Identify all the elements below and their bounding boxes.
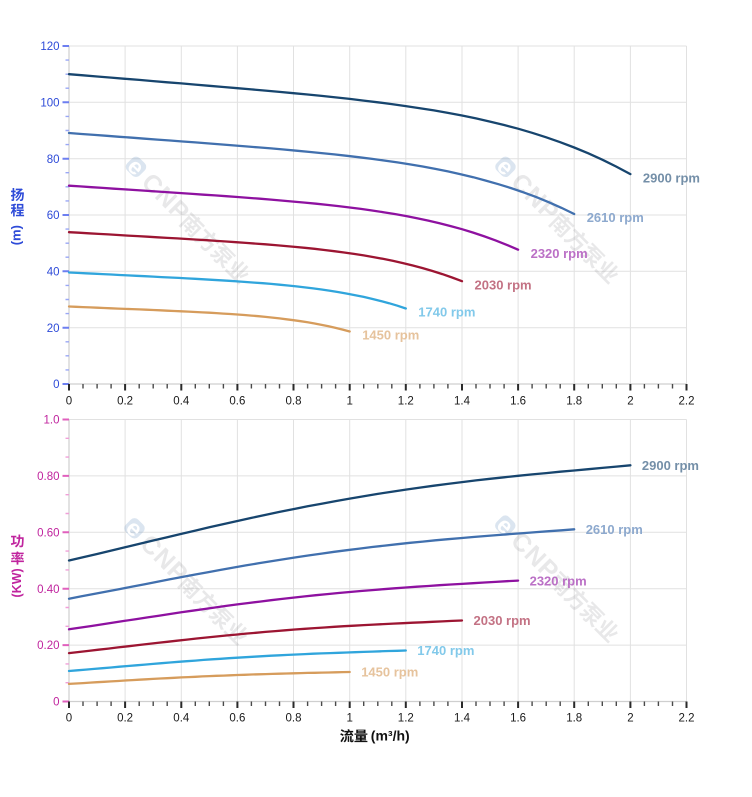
svg-text:60: 60 <box>47 210 60 222</box>
svg-text:0.8: 0.8 <box>286 395 302 407</box>
svg-text:1.2: 1.2 <box>398 395 414 407</box>
svg-text:0.4: 0.4 <box>173 713 190 725</box>
svg-text:0.4: 0.4 <box>173 395 190 407</box>
svg-text:1740 rpm: 1740 rpm <box>417 643 474 658</box>
svg-text:2610 rpm: 2610 rpm <box>587 210 644 225</box>
svg-text:0.80: 0.80 <box>37 471 59 483</box>
svg-text:1740 rpm: 1740 rpm <box>418 305 475 320</box>
svg-text:1.6: 1.6 <box>510 395 526 407</box>
svg-text:1.4: 1.4 <box>454 395 471 407</box>
svg-text:20: 20 <box>47 323 60 335</box>
svg-text:1450 rpm: 1450 rpm <box>362 328 419 343</box>
svg-text:2320 rpm: 2320 rpm <box>530 573 587 588</box>
svg-text:2030 rpm: 2030 rpm <box>475 277 532 292</box>
svg-text:0: 0 <box>53 697 59 709</box>
svg-text:1: 1 <box>346 713 352 725</box>
svg-text:0.20: 0.20 <box>37 640 59 652</box>
svg-text:(KW): (KW) <box>10 568 24 597</box>
svg-text:120: 120 <box>40 41 59 53</box>
svg-text:2610 rpm: 2610 rpm <box>586 522 643 537</box>
svg-text:(m): (m) <box>8 225 23 245</box>
svg-text:100: 100 <box>40 97 59 109</box>
svg-text:2030 rpm: 2030 rpm <box>474 613 531 628</box>
svg-text:0.8: 0.8 <box>286 713 302 725</box>
svg-text:0.60: 0.60 <box>37 527 59 539</box>
svg-text:2.2: 2.2 <box>679 713 695 725</box>
svg-text:1.6: 1.6 <box>510 713 526 725</box>
svg-text:40: 40 <box>47 266 60 278</box>
svg-text:0: 0 <box>66 713 72 725</box>
svg-text:1.4: 1.4 <box>454 713 471 725</box>
svg-text:1.8: 1.8 <box>566 395 582 407</box>
svg-text:2: 2 <box>627 713 633 725</box>
svg-text:2900 rpm: 2900 rpm <box>643 170 700 185</box>
svg-text:0: 0 <box>66 395 72 407</box>
svg-text:80: 80 <box>47 154 60 166</box>
svg-text:1450 rpm: 1450 rpm <box>361 665 418 680</box>
svg-text:2900 rpm: 2900 rpm <box>642 458 699 473</box>
svg-text:0.2: 0.2 <box>117 713 133 725</box>
svg-text:1.2: 1.2 <box>398 713 414 725</box>
svg-text:2320 rpm: 2320 rpm <box>531 246 588 261</box>
svg-text:2: 2 <box>627 395 633 407</box>
svg-text:(m³/h): (m³/h) <box>371 727 410 743</box>
svg-text:0: 0 <box>53 379 59 391</box>
svg-text:1: 1 <box>346 395 352 407</box>
svg-text:1.0: 1.0 <box>44 415 60 427</box>
svg-text:0.6: 0.6 <box>229 713 245 725</box>
svg-text:2.2: 2.2 <box>679 395 695 407</box>
svg-text:1.8: 1.8 <box>566 713 582 725</box>
svg-text:0.40: 0.40 <box>37 584 59 596</box>
svg-text:0.6: 0.6 <box>229 395 245 407</box>
svg-text:0.2: 0.2 <box>117 395 133 407</box>
